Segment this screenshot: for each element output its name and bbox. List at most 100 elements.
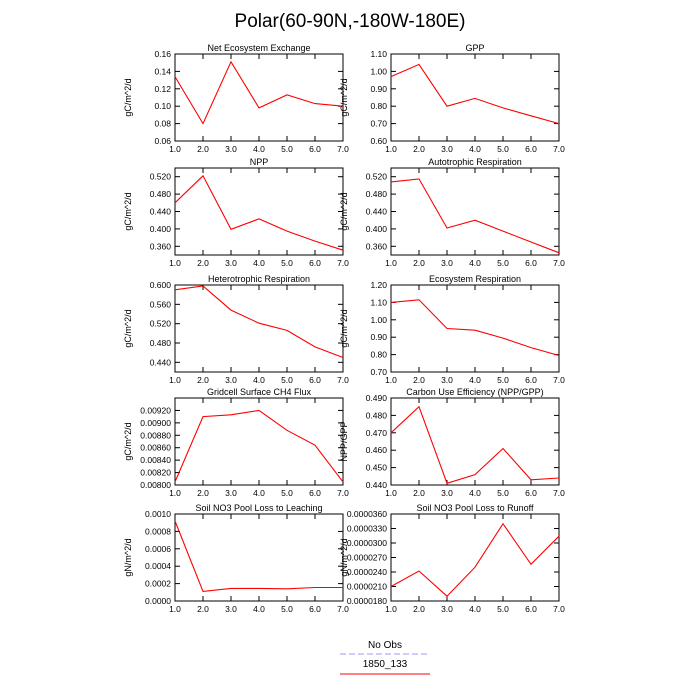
panel-2-title: GPP <box>465 43 484 53</box>
panel-10-xtick-label: 5.0 <box>497 604 509 614</box>
panel-5-xtick-label: 4.0 <box>253 375 265 385</box>
panel-9-xtick-label: 3.0 <box>225 604 237 614</box>
panel-7-xtick-label: 7.0 <box>337 488 349 498</box>
panel-9-ylabel: gN/m^2/d <box>123 538 133 576</box>
panel-6-ytick-label: 0.80 <box>370 350 387 360</box>
panel-9-xtick-label: 6.0 <box>309 604 321 614</box>
panel-2-ytick-label: 0.80 <box>370 101 387 111</box>
panel-10-ytick-label: 0.0000180 <box>347 596 387 606</box>
panel-5-ytick-label: 0.560 <box>150 299 172 309</box>
panel-9-ytick-label: 0.0010 <box>145 509 171 519</box>
panel-3-xtick-label: 7.0 <box>337 258 349 268</box>
panel-4-ylabel: gC/m^2/d <box>339 192 349 230</box>
panel-1-xtick-label: 4.0 <box>253 144 265 154</box>
panel-10-ytick-label: 0.0000240 <box>347 567 387 577</box>
panel-9-xtick-label: 7.0 <box>337 604 349 614</box>
panel-6-title: Ecosystem Respiration <box>429 274 521 284</box>
panel-9-xtick-label: 5.0 <box>281 604 293 614</box>
panel-7-xtick-label: 6.0 <box>309 488 321 498</box>
panel-5-ytick-label: 0.480 <box>150 338 172 348</box>
panel-10-series-line <box>390 522 560 597</box>
panel-3-xtick-label: 5.0 <box>281 258 293 268</box>
panel-5-title: Heterotrophic Respiration <box>208 274 310 284</box>
legend-label-no-obs: No Obs <box>368 640 402 651</box>
panel-4-xtick-label: 5.0 <box>497 258 509 268</box>
panel-6-ytick-label: 1.00 <box>370 315 387 325</box>
panel-4-ytick-label: 0.400 <box>366 224 388 234</box>
panel-10-xtick-label: 4.0 <box>469 604 481 614</box>
panel-1-ytick-label: 0.08 <box>154 119 171 129</box>
panel-6-series-line <box>390 299 560 357</box>
panel-6: Ecosystem Respiration gC/m^2/d 0.70 0.80 0.9… <box>339 274 565 385</box>
panel-1-ytick-label: 0.10 <box>154 101 171 111</box>
panel-5-xtick-label: 1.0 <box>169 375 181 385</box>
panel-7-xtick-label: 3.0 <box>225 488 237 498</box>
panel-9-ytick-label: 0.0006 <box>145 544 171 554</box>
panel-4-xtick-label: 6.0 <box>525 258 537 268</box>
panel-5-series-line <box>174 285 344 359</box>
panel-9-ytick-label: 0.0008 <box>145 526 171 536</box>
panel-9-ytick-label: 0.0000 <box>145 596 171 606</box>
panel-8-xtick-label: 6.0 <box>525 488 537 498</box>
panel-2-ytick-label: 0.90 <box>370 84 387 94</box>
panel-2-xtick-label: 6.0 <box>525 144 537 154</box>
panel-5: Heterotrophic Respiration gC/m^2/d 0.440 0.… <box>123 274 349 385</box>
panel-7-ylabel: gC/m^2/d <box>123 422 133 460</box>
panel-7-ytick-label: 0.00800 <box>140 480 171 490</box>
panel-7-ytick-label: 0.00920 <box>140 405 171 415</box>
panel-6-ytick-label: 0.90 <box>370 332 387 342</box>
panel-9-title: Soil NO3 Pool Loss to Leaching <box>195 503 322 513</box>
panel-4-xtick-label: 4.0 <box>469 258 481 268</box>
panel-6-ytick-label: 1.20 <box>370 280 387 290</box>
panel-5-ytick-label: 0.600 <box>150 280 172 290</box>
panel-6-xtick-label: 2.0 <box>413 375 425 385</box>
panel-1-xtick-label: 5.0 <box>281 144 293 154</box>
panel-9-xtick-label: 4.0 <box>253 604 265 614</box>
panel-5-xtick-label: 6.0 <box>309 375 321 385</box>
panel-1-xtick-label: 1.0 <box>169 144 181 154</box>
panel-10-xtick-label: 2.0 <box>413 604 425 614</box>
panel-3-ylabel: gC/m^2/d <box>123 192 133 230</box>
panel-6-xtick-label: 6.0 <box>525 375 537 385</box>
panel-5-ytick-label: 0.440 <box>150 357 172 367</box>
panel-9-xtick-label: 2.0 <box>197 604 209 614</box>
panel-1-title: Net Ecosystem Exchange <box>207 43 310 53</box>
panel-3-xtick-label: 2.0 <box>197 258 209 268</box>
panel-3-xtick-label: 6.0 <box>309 258 321 268</box>
panel-4-xtick-label: 3.0 <box>441 258 453 268</box>
panel-7-xtick-label: 4.0 <box>253 488 265 498</box>
panel-4-xtick-label: 2.0 <box>413 258 425 268</box>
panel-3-ytick-label: 0.360 <box>150 241 172 251</box>
panel-8-ytick-label: 0.490 <box>366 393 388 403</box>
panel-2: GPP gC/m^2/d 0.60 0.70 0.80 0.90 1.00 1.10 1.0 2.… <box>339 43 565 154</box>
panel-7-ytick-label: 0.00840 <box>140 455 171 465</box>
panel-3-series-line <box>174 174 344 251</box>
panel-3-ytick-label: 0.440 <box>150 207 172 217</box>
panel-8-series-line <box>390 405 560 484</box>
legend-label-1850-133: 1850_133 <box>363 659 408 670</box>
panel-2-xtick-label: 2.0 <box>413 144 425 154</box>
panel-4-xtick-label: 7.0 <box>553 258 565 268</box>
panel-1: Net Ecosystem Exchange gC/m^2/d 0.06 0.08 0.… <box>123 43 349 154</box>
panel-1-ytick-label: 0.16 <box>154 49 171 59</box>
panel-5-xtick-label: 5.0 <box>281 375 293 385</box>
panel-8-ytick-label: 0.480 <box>366 410 388 420</box>
panel-6-xtick-label: 7.0 <box>553 375 565 385</box>
panel-8-xtick-label: 1.0 <box>385 488 397 498</box>
legend: No Obs 1850_133 <box>340 640 430 675</box>
panel-8-ylabel: NPP/GPP <box>339 421 349 461</box>
panel-3-xtick-label: 3.0 <box>225 258 237 268</box>
panel-grid: Net Ecosystem Exchange gC/m^2/d 0.06 0.08 0.… <box>123 43 565 614</box>
panel-7-series-line <box>174 409 344 483</box>
panel-6-xtick-label: 5.0 <box>497 375 509 385</box>
panel-2-xtick-label: 7.0 <box>553 144 565 154</box>
panel-1-ylabel: gC/m^2/d <box>123 78 133 116</box>
panel-7-ytick-label: 0.00820 <box>140 468 171 478</box>
panel-2-xtick-label: 1.0 <box>385 144 397 154</box>
panel-8-xtick-label: 4.0 <box>469 488 481 498</box>
panel-2-ytick-label: 1.10 <box>370 49 387 59</box>
panel-9-ytick-label: 0.0002 <box>145 579 171 589</box>
panel-4-ytick-label: 0.440 <box>366 207 388 217</box>
panel-1-xtick-label: 2.0 <box>197 144 209 154</box>
panel-2-series-line <box>390 63 560 125</box>
